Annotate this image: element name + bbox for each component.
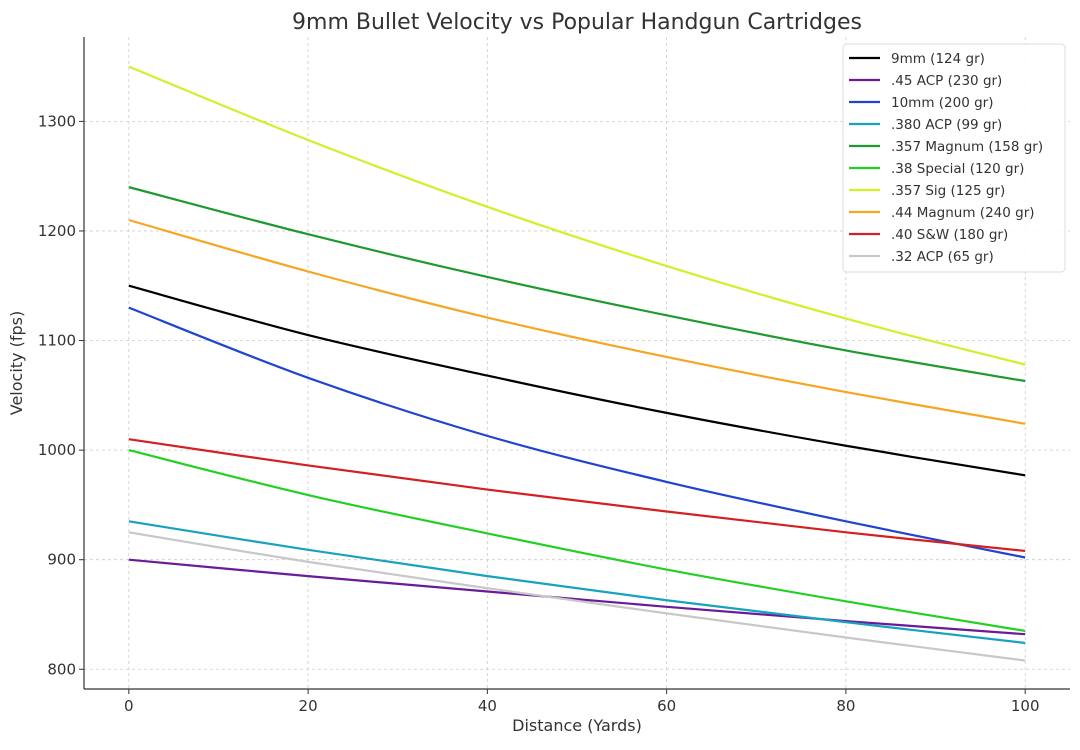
y-tick-label: 800 (47, 660, 76, 678)
ticks: 0 20 40 60 80 100 800 900 1000 1100 1200 1300 (38, 112, 1040, 715)
x-tick-label: 20 (299, 697, 318, 715)
legend-label: .45 ACP (230 gr) (891, 73, 1002, 89)
y-tick-label: 1300 (38, 112, 76, 130)
series-line (128, 558, 1026, 636)
series-line (128, 531, 1026, 662)
series-line (128, 306, 1026, 559)
legend-label: .44 Magnum (240 gr) (891, 205, 1035, 221)
x-tick-label: 100 (1011, 697, 1040, 715)
legend-label: .38 Special (120 gr) (891, 161, 1024, 177)
y-tick-label: 900 (47, 551, 76, 569)
y-tick-label: 1200 (38, 222, 76, 240)
legend-box (842, 43, 1066, 273)
grid (84, 37, 1070, 689)
legend-label: 10mm (200 gr) (891, 95, 993, 111)
legend: 9mm (124 gr) .45 ACP (230 gr) 10mm (200 gr… (842, 43, 1066, 273)
legend-label: .40 S&W (180 gr) (891, 227, 1008, 243)
series-line (128, 218, 1026, 425)
x-tick-label: 60 (657, 697, 676, 715)
x-tick-label: 80 (836, 697, 855, 715)
series-line (128, 65, 1026, 366)
series-line (128, 520, 1026, 645)
series-lines (128, 65, 1026, 662)
series-line (128, 438, 1026, 553)
chart-title: 9mm Bullet Velocity vs Popular Handgun C… (292, 10, 862, 35)
axes (83, 37, 1070, 690)
y-tick-label: 1100 (38, 332, 76, 350)
y-axis-label: Velocity (fps) (7, 311, 26, 415)
legend-label: .357 Sig (125 gr) (891, 183, 1005, 199)
series-line (128, 284, 1026, 477)
series-line (128, 186, 1026, 383)
x-axis-label: Distance (Yards) (512, 716, 642, 735)
x-tick-label: 40 (478, 697, 497, 715)
x-tick-label: 0 (124, 697, 134, 715)
y-tick-label: 1000 (38, 441, 76, 459)
legend-label: .380 ACP (99 gr) (891, 117, 1002, 133)
series-line (128, 449, 1026, 633)
legend-label: .357 Magnum (158 gr) (891, 139, 1043, 155)
legend-label: 9mm (124 gr) (891, 51, 985, 67)
legend-label: .32 ACP (65 gr) (891, 249, 994, 265)
